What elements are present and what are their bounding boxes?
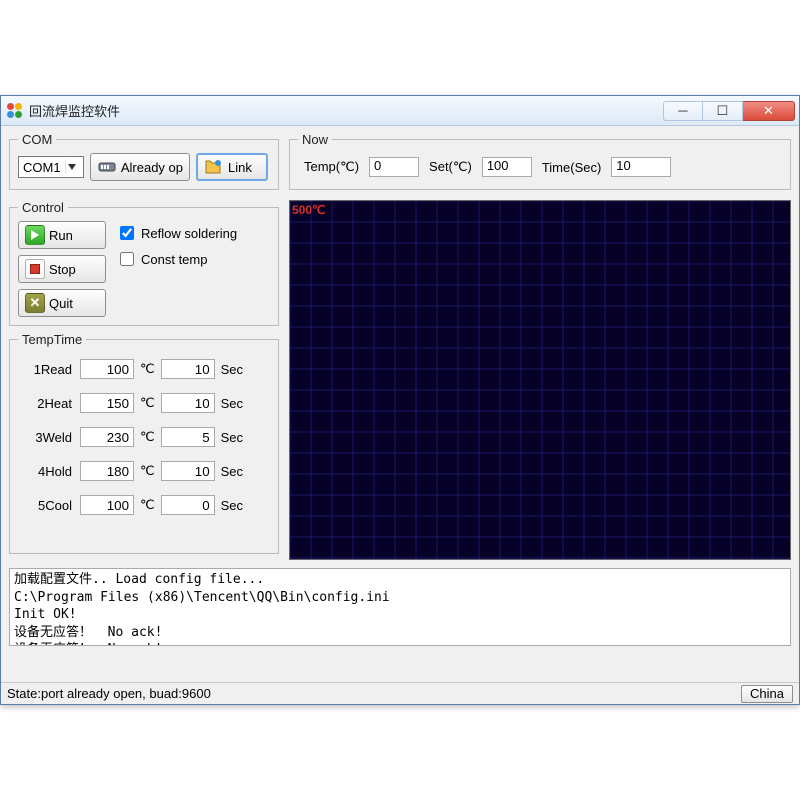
graph-y-max-label: 500℃ xyxy=(292,203,326,217)
com-legend: COM xyxy=(18,132,56,147)
temptime-label: 4Hold xyxy=(28,464,76,479)
temp-value: 0 xyxy=(369,157,419,177)
language-button[interactable]: China xyxy=(741,685,793,703)
status-text: State:port already open, buad:9600 xyxy=(7,686,211,701)
com-port-value: COM1 xyxy=(23,160,61,175)
temptime-group: TempTime 1Read℃Sec2Heat℃Sec3Weld℃Sec4Hol… xyxy=(9,332,279,554)
temptime-sec-input[interactable] xyxy=(161,359,215,379)
stop-icon xyxy=(25,259,45,279)
temperature-graph: 500℃ xyxy=(289,200,791,560)
temptime-deg-unit: ℃ xyxy=(138,497,157,513)
already-open-label: Already op xyxy=(121,160,183,175)
com-port-select[interactable]: COM1 xyxy=(18,156,84,178)
temptime-label: 1Read xyxy=(28,362,76,377)
temptime-sec-input[interactable] xyxy=(161,495,215,515)
temptime-temp-input[interactable] xyxy=(80,461,134,481)
temp-label: Temp(℃) xyxy=(304,159,359,175)
minimize-button[interactable]: ─ xyxy=(663,101,703,121)
temptime-label: 5Cool xyxy=(28,498,76,513)
temptime-row: 2Heat ℃ Sec xyxy=(28,393,266,413)
temptime-temp-input[interactable] xyxy=(80,393,134,413)
language-label: China xyxy=(750,686,784,701)
run-button[interactable]: Run xyxy=(18,221,106,249)
window-title: 回流焊监控软件 xyxy=(29,101,120,120)
app-window: 回流焊监控软件 ─ ☐ ✕ COM COM1 xyxy=(0,95,800,705)
temptime-sec-unit: Sec xyxy=(219,464,245,479)
reflow-checkbox-input[interactable] xyxy=(120,226,134,240)
reflow-checkbox[interactable]: Reflow soldering xyxy=(116,223,237,243)
temptime-deg-unit: ℃ xyxy=(138,429,157,445)
control-group: Control Run Stop xyxy=(9,200,279,326)
temptime-legend: TempTime xyxy=(18,332,86,347)
temptime-deg-unit: ℃ xyxy=(138,395,157,411)
time-value: 10 xyxy=(611,157,671,177)
quit-button[interactable]: ✕ Quit xyxy=(18,289,106,317)
const-checkbox[interactable]: Const temp xyxy=(116,249,237,269)
set-label: Set(℃) xyxy=(429,159,472,175)
temptime-row: 5Cool ℃ Sec xyxy=(28,495,266,515)
time-label: Time(Sec) xyxy=(542,160,601,175)
stop-button[interactable]: Stop xyxy=(18,255,106,283)
com-group: COM COM1 Already op xyxy=(9,132,279,190)
app-icon xyxy=(7,103,23,119)
temptime-deg-unit: ℃ xyxy=(138,361,157,377)
link-label: Link xyxy=(228,160,252,175)
titlebar: 回流焊监控软件 ─ ☐ ✕ xyxy=(1,96,799,126)
temptime-temp-input[interactable] xyxy=(80,359,134,379)
window-buttons: ─ ☐ ✕ xyxy=(663,101,795,121)
quit-icon: ✕ xyxy=(25,293,45,313)
const-label: Const temp xyxy=(141,252,207,267)
temptime-row: 4Hold ℃ Sec xyxy=(28,461,266,481)
play-icon xyxy=(25,225,45,245)
link-icon xyxy=(204,157,224,177)
quit-label: Quit xyxy=(49,296,73,311)
control-legend: Control xyxy=(18,200,68,215)
temptime-row: 1Read ℃ Sec xyxy=(28,359,266,379)
temptime-sec-unit: Sec xyxy=(219,362,245,377)
temptime-sec-unit: Sec xyxy=(219,396,245,411)
now-group: Now Temp(℃) 0 Set(℃) 100 Time(Sec) 10 xyxy=(289,132,791,190)
link-button[interactable]: Link xyxy=(196,153,268,181)
temptime-deg-unit: ℃ xyxy=(138,463,157,479)
set-value: 100 xyxy=(482,157,532,177)
temptime-temp-input[interactable] xyxy=(80,427,134,447)
temptime-row: 3Weld ℃ Sec xyxy=(28,427,266,447)
statusbar: State:port already open, buad:9600 China xyxy=(1,682,799,704)
now-legend: Now xyxy=(298,132,332,147)
temptime-sec-input[interactable] xyxy=(161,393,215,413)
temptime-sec-unit: Sec xyxy=(219,498,245,513)
reflow-label: Reflow soldering xyxy=(141,226,237,241)
const-checkbox-input[interactable] xyxy=(120,252,134,266)
log-textarea[interactable]: 加载配置文件.. Load config file... C:\Program … xyxy=(9,568,791,646)
temptime-sec-input[interactable] xyxy=(161,427,215,447)
graph-grid xyxy=(290,201,790,559)
already-open-button[interactable]: Already op xyxy=(90,153,190,181)
maximize-button[interactable]: ☐ xyxy=(703,101,743,121)
run-label: Run xyxy=(49,228,73,243)
close-button[interactable]: ✕ xyxy=(743,101,795,121)
stop-label: Stop xyxy=(49,262,76,277)
temptime-label: 3Weld xyxy=(28,430,76,445)
temptime-sec-input[interactable] xyxy=(161,461,215,481)
port-icon xyxy=(97,157,117,177)
temptime-label: 2Heat xyxy=(28,396,76,411)
temptime-sec-unit: Sec xyxy=(219,430,245,445)
temptime-temp-input[interactable] xyxy=(80,495,134,515)
chevron-down-icon xyxy=(65,159,79,175)
